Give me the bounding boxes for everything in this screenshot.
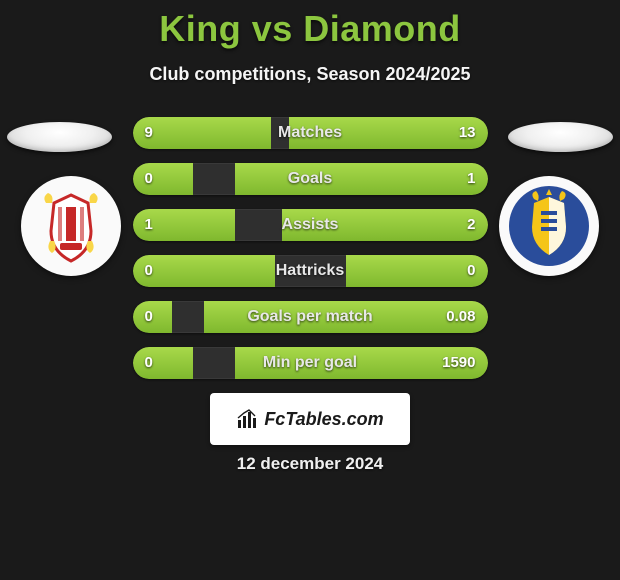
subtitle: Club competitions, Season 2024/2025	[0, 64, 620, 85]
team-crest-left	[21, 176, 121, 276]
stat-row: 9 Matches 13	[133, 117, 488, 149]
team-crest-right	[499, 176, 599, 276]
stat-label: Hattricks	[133, 255, 488, 287]
player-slot-right	[508, 122, 613, 152]
stat-value-right: 0	[467, 255, 475, 287]
stat-label: Min per goal	[133, 347, 488, 379]
stat-label: Goals per match	[133, 301, 488, 333]
stat-value-right: 0.08	[446, 301, 475, 333]
footer-brand-badge[interactable]: FcTables.com	[210, 393, 410, 445]
crest-right-icon	[506, 183, 592, 269]
stat-row: 0 Min per goal 1590	[133, 347, 488, 379]
stat-label: Assists	[133, 209, 488, 241]
crest-left-icon	[28, 183, 114, 269]
stat-row: 0 Goals 1	[133, 163, 488, 195]
stat-label: Goals	[133, 163, 488, 195]
comparison-card: King vs Diamond Club competitions, Seaso…	[0, 0, 620, 580]
stat-label: Matches	[133, 117, 488, 149]
stat-row: 0 Hattricks 0	[133, 255, 488, 287]
stat-row: 0 Goals per match 0.08	[133, 301, 488, 333]
page-title: King vs Diamond	[0, 8, 620, 50]
bar-chart-icon	[236, 408, 258, 430]
stat-value-right: 1590	[442, 347, 475, 379]
footer-date: 12 december 2024	[0, 454, 620, 474]
stat-value-right: 13	[459, 117, 476, 149]
stat-value-right: 2	[467, 209, 475, 241]
footer-brand-text: FcTables.com	[264, 409, 383, 430]
stat-value-right: 1	[467, 163, 475, 195]
player-slot-left	[7, 122, 112, 152]
stat-row: 1 Assists 2	[133, 209, 488, 241]
